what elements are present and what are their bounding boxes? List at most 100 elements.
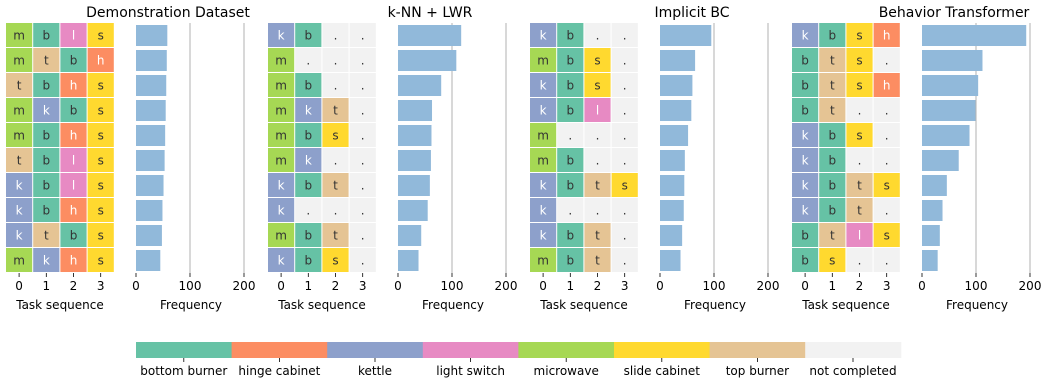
heatmap-cell [268, 123, 295, 147]
frequency-bar [660, 100, 692, 121]
x-tick-label: 0 [277, 279, 285, 293]
heatmap-cell-label: k [802, 29, 809, 43]
heatmap-cell-label: . [306, 54, 310, 68]
frequency-bar [660, 50, 696, 71]
heatmap-cell-label: . [334, 54, 338, 68]
x-tick-label: 3 [883, 279, 891, 293]
heatmap-cell [584, 173, 611, 197]
heatmap-cell [33, 23, 60, 47]
heatmap-cell-label: b [566, 154, 574, 168]
heatmap-cell [60, 173, 87, 197]
heatmap-cell [268, 173, 295, 197]
x-axis-label: Frequency [946, 298, 1008, 312]
heatmap-cell [611, 173, 638, 197]
heatmap-cell [557, 48, 584, 72]
heatmap-cell-label: b [566, 254, 574, 268]
heatmap-cell [87, 23, 114, 47]
heatmap-cell-label: m [275, 79, 287, 93]
heatmap-cell-label: k [16, 204, 23, 218]
heatmap-cell [349, 73, 376, 97]
heatmap-cell-label: t [17, 154, 22, 168]
heatmap-cell-label: s [98, 154, 104, 168]
heatmap-cell [557, 98, 584, 122]
heatmap-cell-label: b [42, 29, 50, 43]
frequency-bar [922, 225, 940, 246]
heatmap-cell [846, 148, 873, 172]
heatmap-cell [60, 23, 87, 47]
heatmap-cell [819, 98, 846, 122]
heatmap-cell-label: t [857, 204, 862, 218]
x-tick-label: 1 [828, 279, 836, 293]
heatmap-cell [792, 173, 819, 197]
heatmap-cell-label: k [278, 179, 285, 193]
heatmap-cell-label: b [304, 79, 312, 93]
heatmap-cell [87, 148, 114, 172]
heatmap-cell [322, 123, 349, 147]
frequency-bar [398, 50, 457, 71]
heatmap-cell-label: . [885, 54, 889, 68]
heatmap-cell-label: k [305, 154, 312, 168]
frequency-bar [660, 250, 681, 271]
heatmap-cell [557, 123, 584, 147]
heatmap-cell [6, 148, 33, 172]
heatmap-cell [873, 98, 900, 122]
heatmap-cell [792, 23, 819, 47]
frequency-bar [660, 125, 689, 146]
x-tick-label: 3 [97, 279, 105, 293]
heatmap-cell [33, 223, 60, 247]
x-tick-label: 1 [566, 279, 574, 293]
heatmap-cell-label: k [802, 179, 809, 193]
heatmap-cell-label: . [623, 54, 627, 68]
legend-swatch [805, 342, 902, 358]
heatmap-cell [349, 223, 376, 247]
heatmap-cell [819, 48, 846, 72]
heatmap-cell-label: . [361, 104, 365, 118]
heatmap-cell-label: s [98, 204, 104, 218]
frequency-bar [136, 175, 164, 196]
heatmap-cell [819, 248, 846, 272]
heatmap-cell [6, 173, 33, 197]
heatmap-cell-label: . [568, 129, 572, 143]
heatmap-cell-label: . [623, 29, 627, 43]
heatmap-cell-label: . [568, 204, 572, 218]
heatmap-cell [295, 223, 322, 247]
heatmap-cell-label: b [42, 204, 50, 218]
heatmap-cell-label: t [857, 179, 862, 193]
heatmap-cell [295, 98, 322, 122]
legend-label: slide cabinet [624, 364, 701, 378]
heatmap-cell [530, 173, 557, 197]
heatmap-cell [792, 98, 819, 122]
heatmap-cell-label: k [278, 204, 285, 218]
heatmap-cell-label: m [275, 129, 287, 143]
heatmap-cell-label: k [278, 29, 285, 43]
heatmap-cell [819, 148, 846, 172]
heatmap-cell [268, 223, 295, 247]
heatmap-cell [792, 223, 819, 247]
heatmap-cell [322, 73, 349, 97]
legend-swatch [709, 342, 806, 358]
heatmap-cell-label: b [42, 179, 50, 193]
heatmap-cell [557, 173, 584, 197]
heatmap-cell-label: s [622, 179, 628, 193]
heatmap-cell [873, 198, 900, 222]
heatmap-cell-label: b [566, 79, 574, 93]
legend-label: kettle [358, 364, 392, 378]
heatmap-cell-label: m [537, 54, 549, 68]
heatmap-cell [530, 248, 557, 272]
heatmap-cell [611, 148, 638, 172]
heatmap-cell [530, 48, 557, 72]
heatmap-cell-label: s [856, 54, 862, 68]
heatmap-cell [349, 198, 376, 222]
heatmap-cell [873, 48, 900, 72]
heatmap-cell-label: . [858, 104, 862, 118]
frequency-bar [660, 75, 693, 96]
heatmap-cell [33, 48, 60, 72]
heatmap-cell-label: k [278, 254, 285, 268]
heatmap-cell-label: t [595, 254, 600, 268]
x-tick-label: 200 [495, 279, 518, 293]
frequency-bar [398, 175, 430, 196]
legend-swatch [136, 342, 233, 358]
heatmap-cell-label: k [540, 204, 547, 218]
x-tick-label: 100 [703, 279, 726, 293]
heatmap-cell [584, 198, 611, 222]
